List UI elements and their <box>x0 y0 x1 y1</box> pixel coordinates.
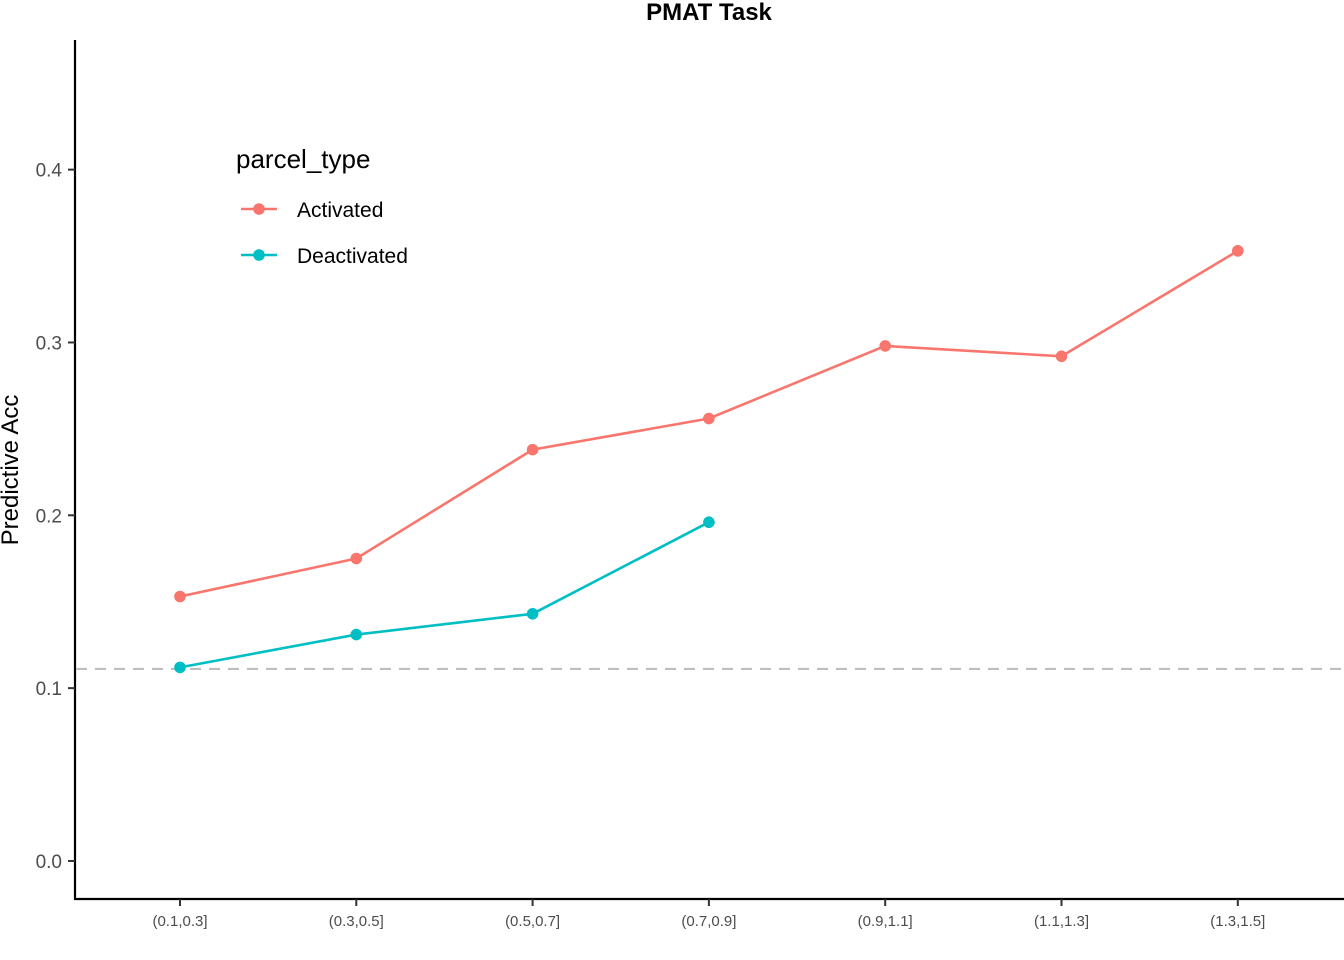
data-point-activated <box>526 443 539 456</box>
legend-label: Deactivated <box>297 245 408 268</box>
data-point-activated <box>879 340 891 352</box>
x-tick-label: (0.1,0.3] <box>152 913 207 930</box>
data-point-deactivated <box>350 628 363 641</box>
legend-key-point <box>253 249 265 261</box>
legend-key-point <box>253 203 265 215</box>
data-point-deactivated <box>174 661 186 674</box>
y-axis-label: Predictive Acc <box>0 395 24 546</box>
x-tick-label: (0.7,0.9] <box>681 913 736 930</box>
legend: parcel_type Activated Deactivated <box>236 144 408 268</box>
chart-title: PMAT Task <box>646 0 772 26</box>
data-point-activated <box>1232 245 1244 257</box>
x-tick-label: (0.5,0.7] <box>505 913 560 930</box>
series-line-deactivated <box>179 521 710 669</box>
data-point-activated <box>350 552 363 565</box>
x-tick-label: (1.1,1.3] <box>1034 913 1089 930</box>
x-tick-label: (1.3,1.5] <box>1210 913 1265 930</box>
plot-area: 0.0 0.1 0.2 0.3 0.4 (0.1,0.3] (0.3,0.5] (0.5,0.… <box>36 40 1344 930</box>
y-tick-label: 0.0 <box>36 852 62 873</box>
y-tick-label: 0.1 <box>36 679 62 700</box>
legend-label: Activated <box>297 199 383 222</box>
data-point-deactivated <box>703 516 715 529</box>
data-point-activated <box>174 590 186 603</box>
legend-title: parcel_type <box>236 144 370 174</box>
y-tick-label: 0.3 <box>36 333 62 354</box>
data-point-activated <box>703 412 715 425</box>
data-point-deactivated <box>526 608 539 620</box>
data-point-activated <box>1055 350 1068 363</box>
x-tick-label: (0.9,1.1] <box>858 913 913 930</box>
y-tick-label: 0.2 <box>36 506 62 527</box>
x-tick-label: (0.3,0.5] <box>329 913 384 930</box>
y-tick-label: 0.4 <box>36 161 63 182</box>
